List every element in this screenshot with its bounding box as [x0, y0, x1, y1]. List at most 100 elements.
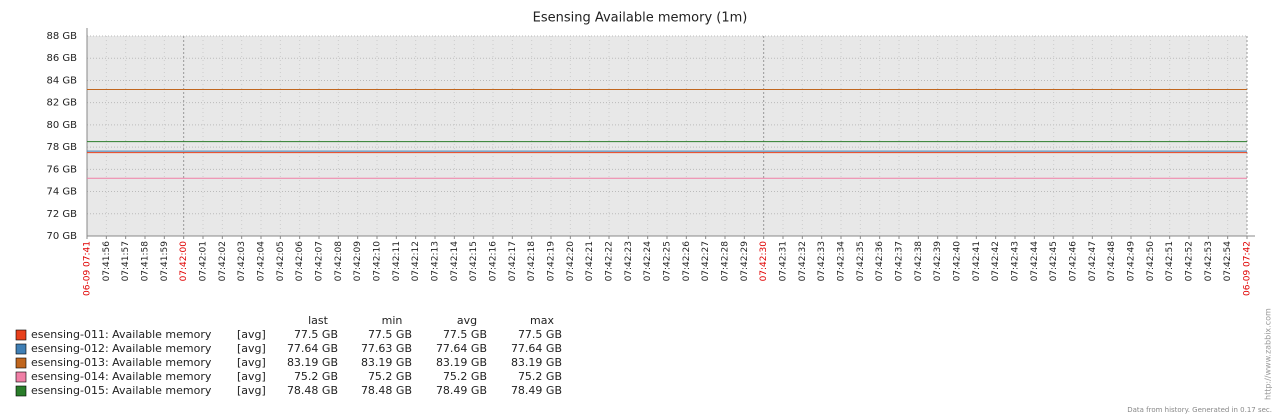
legend-value: 78.48 GB: [287, 384, 338, 397]
y-tick-label: 74 GB: [46, 187, 77, 198]
y-tick-label: 88 GB: [46, 31, 77, 42]
x-tick-label: 07:42:29: [740, 241, 750, 282]
legend-function: [avg]: [237, 328, 266, 341]
chart-title: Esensing Available memory (1m): [533, 11, 748, 26]
x-tick-label: 07:42:08: [334, 241, 344, 282]
x-tick-label: 07:42:30: [759, 241, 769, 282]
x-tick-label: 07:42:02: [218, 241, 228, 281]
x-tick-label: 07:42:16: [489, 241, 499, 282]
x-tick-label: 07:42:24: [643, 241, 653, 282]
x-tick-label: 07:42:34: [837, 241, 847, 282]
y-tick-label: 78 GB: [46, 142, 77, 153]
x-tick-label: 07:42:51: [1165, 241, 1175, 281]
x-tick-label: 07:42:11: [392, 241, 402, 281]
legend-value: 78.49 GB: [511, 384, 562, 397]
x-tick-label: 07:42:32: [798, 241, 808, 281]
x-tick-label: 07:41:57: [121, 241, 131, 281]
legend-name: esensing-014: Available memory: [31, 370, 212, 383]
legend-function: [avg]: [237, 384, 266, 397]
x-tick-label: 07:42:05: [276, 241, 286, 281]
x-tick-label: 07:41:56: [102, 241, 112, 282]
x-tick-label: 07:42:04: [257, 241, 267, 282]
legend-swatch: [15, 343, 27, 355]
legend-value: 78.49 GB: [436, 384, 487, 397]
x-tick-label: 07:42:45: [1049, 241, 1059, 281]
legend-value: 77.5 GB: [368, 328, 412, 341]
y-tick-label: 82 GB: [46, 98, 77, 109]
legend-value: 77.5 GB: [294, 328, 338, 341]
x-tick-label: 07:42:44: [1030, 241, 1040, 282]
legend-header: max: [530, 314, 554, 327]
footer: Data from history. Generated in 0.17 sec…: [1127, 406, 1272, 414]
x-tick-label: 07:42:46: [1069, 241, 1079, 282]
legend-value: 77.64 GB: [287, 342, 338, 355]
legend-swatch: [15, 371, 27, 383]
x-tick-label: 07:42:10: [373, 241, 383, 282]
x-tick-label: 07:42:28: [721, 241, 731, 282]
x-tick-label: 07:42:38: [914, 241, 924, 282]
legend-swatch: [15, 385, 27, 397]
x-tick-label: 07:42:49: [1127, 241, 1137, 282]
x-tick-label: 07:42:26: [682, 241, 692, 282]
legend-value: 75.2 GB: [294, 370, 338, 383]
y-tick-label: 80 GB: [46, 120, 77, 131]
y-tick-label: 72 GB: [46, 209, 77, 220]
legend-header: min: [382, 314, 403, 327]
x-tick-label: 07:42:18: [527, 241, 537, 282]
watermark: http://www.zabbix.com: [1264, 308, 1273, 400]
legend-name: esensing-011: Available memory: [31, 328, 212, 341]
legend-value: 78.48 GB: [361, 384, 412, 397]
legend-function: [avg]: [237, 370, 266, 383]
x-tick-label: 07:42:20: [566, 241, 576, 282]
y-tick-label: 70 GB: [46, 231, 77, 242]
legend-value: 83.19 GB: [436, 356, 487, 369]
x-tick-label: 07:42:36: [875, 241, 885, 282]
legend-name: esensing-012: Available memory: [31, 342, 212, 355]
legend-function: [avg]: [237, 342, 266, 355]
legend-name: esensing-013: Available memory: [31, 356, 212, 369]
legend-value: 83.19 GB: [511, 356, 562, 369]
x-tick-label: 07:42:22: [605, 241, 615, 281]
x-tick-label: 07:42:52: [1185, 241, 1195, 281]
x-tick-label: 07:42:03: [237, 241, 247, 281]
x-tick-label: 07:42:00: [179, 241, 189, 282]
legend-value: 77.64 GB: [436, 342, 487, 355]
y-tick-label: 86 GB: [46, 53, 77, 64]
legend-value: 77.5 GB: [443, 328, 487, 341]
legend-value: 75.2 GB: [368, 370, 412, 383]
legend-value: 83.19 GB: [361, 356, 412, 369]
x-tick-label: 07:42:43: [1011, 241, 1021, 281]
x-tick-label: 07:42:53: [1204, 241, 1214, 281]
x-tick-label: 07:42:21: [585, 241, 595, 281]
x-tick-label: 07:42:12: [411, 241, 421, 281]
legend-value: 75.2 GB: [443, 370, 487, 383]
x-tick-label: 07:42:54: [1223, 241, 1233, 282]
x-tick-label: 07:42:06: [295, 241, 305, 282]
x-tick-label: 07:42:35: [856, 241, 866, 281]
x-tick-label: 07:42:13: [431, 241, 441, 281]
x-tick-label: 06-09 07:41: [83, 241, 93, 296]
x-tick-label: 07:42:07: [315, 241, 325, 281]
legend-header: avg: [457, 314, 477, 327]
x-tick-label: 07:42:17: [508, 241, 518, 281]
legend-value: 75.2 GB: [518, 370, 562, 383]
x-tick-label: 06-09 07:42: [1243, 241, 1253, 296]
x-tick-label: 07:42:47: [1088, 241, 1098, 281]
x-tick-label: 07:42:48: [1107, 241, 1117, 282]
x-tick-label: 07:42:25: [663, 241, 673, 281]
x-tick-label: 07:42:15: [469, 241, 479, 281]
x-tick-label: 07:42:39: [933, 241, 943, 282]
y-tick-label: 84 GB: [46, 75, 77, 86]
x-tick-label: 07:42:50: [1146, 241, 1156, 282]
x-tick-label: 07:42:31: [779, 241, 789, 281]
x-tick-label: 07:42:14: [450, 241, 460, 282]
legend-value: 77.63 GB: [361, 342, 412, 355]
x-tick-label: 07:42:27: [701, 241, 711, 281]
x-tick-label: 07:42:33: [817, 241, 827, 281]
x-tick-label: 07:41:58: [141, 241, 151, 282]
legend-value: 77.64 GB: [511, 342, 562, 355]
legend-swatch: [15, 329, 27, 341]
x-tick-label: 07:42:42: [991, 241, 1001, 281]
x-tick-label: 07:42:37: [895, 241, 905, 281]
x-tick-label: 07:42:01: [199, 241, 209, 281]
